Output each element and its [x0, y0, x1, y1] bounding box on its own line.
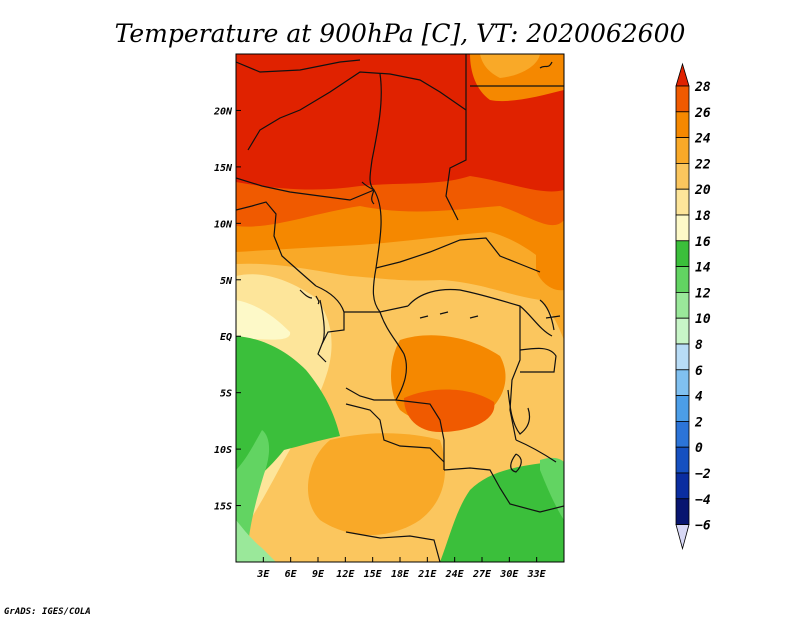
- colorbar-label: 14: [695, 261, 711, 276]
- lon-tick-label: 3E: [256, 569, 270, 580]
- colorbar-top-arrow: [675, 62, 690, 87]
- colorbar-label: 28: [694, 80, 711, 95]
- colorbar-label: 20: [694, 183, 711, 198]
- colorbar-segment: [675, 137, 690, 164]
- credit-label: GrADS: IGES/COLA: [4, 607, 91, 617]
- lon-tick-label: 12E: [336, 569, 355, 580]
- region-green-southeast: [440, 462, 564, 562]
- colorbar-label: −6: [695, 519, 711, 534]
- colorbar-label: 10: [695, 312, 711, 327]
- colorbar-segment: [675, 266, 690, 293]
- lon-tick-label: 9E: [312, 569, 325, 580]
- colorbar-segment: [675, 420, 690, 448]
- lon-tick-label: 15E: [364, 569, 383, 580]
- region-lightgreen-southeast: [540, 457, 564, 520]
- colorbar-label: 4: [695, 390, 703, 405]
- lat-tick-label: 10S: [214, 445, 232, 456]
- longitude-axis: 3E 6E 9E 12E 15E 18E 21E 24E 27E 30E 33E: [256, 557, 547, 580]
- colorbar-segment: [675, 188, 690, 216]
- colorbar-segment: [675, 85, 690, 113]
- region-palegreen-coast: [236, 520, 276, 562]
- region-lightgreen-coast: [236, 430, 270, 562]
- colorbar-segment: [675, 472, 690, 500]
- lat-tick-label: EQ: [220, 332, 232, 343]
- region-congo-core: [404, 389, 495, 432]
- region-14-16: [236, 300, 291, 340]
- colorbar-segment: [675, 369, 690, 396]
- colorbar-bottom-arrow: [675, 524, 690, 551]
- lon-tick-label: 33E: [527, 569, 547, 580]
- lat-tick-label: 5S: [220, 389, 232, 400]
- lat-tick-label: 10N: [214, 219, 233, 230]
- colorbar-segment: [675, 162, 690, 190]
- colorbar-label: −4: [695, 493, 711, 508]
- colorbar-segment: [675, 395, 690, 422]
- map-title: Temperature at 900hPa [C], VT: 202006260…: [115, 19, 686, 48]
- lat-tick-label: 20N: [213, 106, 233, 117]
- lat-tick-label: 15N: [214, 163, 233, 174]
- colorbar-label: 24: [694, 132, 711, 147]
- lon-tick-label: 24E: [445, 569, 465, 580]
- lon-tick-label: 21E: [417, 569, 437, 580]
- latitude-axis: 20N 15N 10N 5N EQ 5S 10S 15S: [213, 106, 241, 513]
- colorbar-segment: [675, 317, 690, 345]
- region-east-warm: [536, 238, 564, 291]
- colorbar-label: 22: [694, 157, 711, 172]
- colorbar-segment: [675, 291, 690, 319]
- colorbar-segment: [675, 214, 690, 242]
- colorbar-segment: [675, 446, 690, 474]
- lon-tick-label: 30E: [499, 569, 519, 580]
- lon-tick-label: 27E: [472, 569, 492, 580]
- lon-tick-label: 6E: [285, 569, 298, 580]
- colorbar-segment: [675, 498, 690, 525]
- colorbar-segment: [675, 111, 690, 139]
- region-north-plume-inner: [480, 54, 540, 78]
- colorbar-label: 16: [695, 235, 711, 250]
- lat-tick-label: 15S: [214, 502, 232, 513]
- lat-tick-label: 5N: [220, 276, 233, 287]
- colorbar-label: 18: [695, 209, 711, 224]
- colorbar-label: 26: [694, 106, 711, 121]
- colorbar-label: 6: [695, 364, 703, 379]
- colorbar-segment: [675, 240, 690, 268]
- colorbar-label: 12: [695, 286, 711, 301]
- lon-tick-label: 18E: [391, 569, 410, 580]
- colorbar-label: 0: [695, 441, 703, 456]
- colorbar-segment: [675, 343, 690, 371]
- country-borders: [236, 54, 564, 562]
- colorbar-label: 2: [694, 415, 703, 430]
- region-south-warm: [307, 433, 446, 535]
- colorbar-label: 8: [695, 338, 703, 353]
- colorbar-label: −2: [695, 467, 711, 482]
